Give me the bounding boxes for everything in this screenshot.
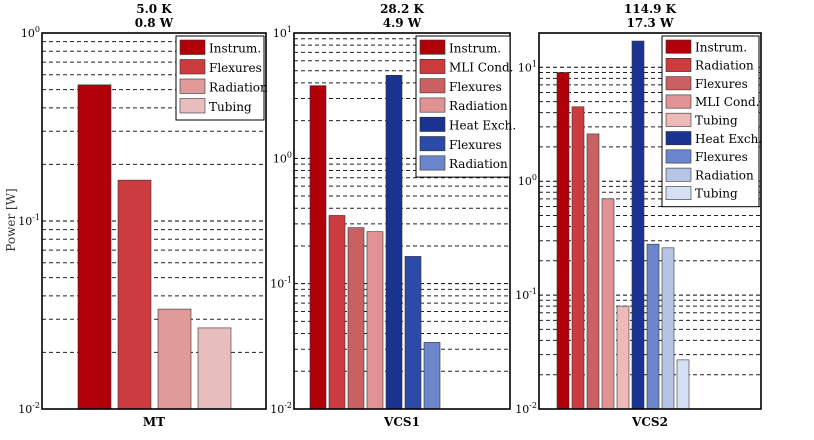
legend-swatch	[179, 78, 206, 94]
panel-title: 5.0 K	[136, 2, 172, 16]
bar-2	[571, 106, 585, 410]
bar-3	[157, 308, 192, 410]
legend-label: Tubing	[695, 187, 738, 201]
bar-6	[631, 40, 645, 410]
legend-label: Radiation	[449, 157, 508, 171]
legend-swatch	[665, 112, 692, 127]
y-tick-label: 10-2	[270, 401, 292, 416]
y-tick-label: 10-1	[515, 287, 537, 302]
legend: Instrum. Flexures Radiation Tubing	[175, 35, 268, 121]
y-tick-label: 100	[518, 173, 537, 188]
bar-5	[385, 74, 403, 410]
legend-label: Flexures	[695, 77, 748, 91]
legend-label: MLI Cond.	[449, 61, 513, 75]
legend-label: Heat Exch.	[449, 119, 516, 133]
legend-swatch	[179, 98, 206, 114]
legend: Instrum. MLI Cond. Flexures Radiation Heat E…	[415, 35, 516, 178]
panel-title: 28.2 K	[380, 2, 424, 16]
y-tick-label: 10-1	[270, 276, 292, 291]
legend-swatch	[419, 97, 446, 113]
panel-vcs1: 10-2 10-1 100 101 28.2 K4.9 W VCS1 Instrum. MLI…	[270, 2, 516, 429]
legend-swatch	[419, 116, 446, 132]
bar-3	[586, 133, 600, 410]
y-tick-label: 10-2	[515, 401, 537, 416]
y-tick-label: 10-2	[18, 401, 40, 416]
legend-label: Radiation	[209, 81, 268, 95]
bar-8	[661, 247, 675, 410]
panel-title: 17.3 W	[627, 16, 674, 30]
legend-swatch	[665, 57, 692, 72]
bar-9	[676, 359, 690, 410]
bar-4	[366, 231, 384, 410]
legend-swatch	[665, 94, 692, 109]
bar-7	[423, 342, 441, 410]
legend-label: Radiation	[695, 168, 754, 182]
legend-swatch	[665, 76, 692, 91]
bar-2	[117, 179, 152, 410]
x-axis-label: VCS2	[631, 415, 668, 429]
bar-1	[556, 72, 570, 410]
legend-swatch	[419, 58, 446, 74]
panel-vcs2: 10-2 10-1 100 101 114.9 K17.3 W VCS2 Instrum. R…	[515, 2, 762, 429]
legend: Instrum. Radiation Flexures MLI Cond. Tubing…	[661, 35, 762, 208]
x-axis-label: MT	[143, 415, 165, 429]
bar-1	[77, 84, 112, 410]
legend-swatch	[419, 155, 446, 171]
legend-label: Tubing	[695, 114, 738, 128]
bar-4	[601, 198, 615, 410]
legend-swatch	[419, 39, 446, 55]
legend-label: Heat Exch.	[695, 132, 762, 146]
x-axis-label: VCS1	[383, 415, 420, 429]
bar-7	[646, 243, 660, 410]
bar-6	[404, 256, 422, 410]
bar-2	[328, 215, 346, 410]
y-axis-label: Power [W]	[4, 188, 18, 251]
legend-label: Instrum.	[449, 41, 501, 55]
panel-title: 4.9 W	[383, 16, 422, 30]
panel-mt: 10-2 10-1 100 5.0 K0.8 W MT Instrum. Flexures R…	[18, 2, 268, 429]
y-tick-label: 101	[518, 59, 537, 74]
y-tick-label: 100	[21, 25, 40, 40]
legend-swatch	[665, 186, 692, 200]
legend-swatch	[665, 167, 692, 182]
bar-3	[347, 227, 365, 410]
panel-title: 0.8 W	[135, 16, 174, 30]
legend-swatch	[665, 39, 692, 54]
axes-frame	[538, 32, 762, 410]
legend-label: MLI Cond.	[695, 95, 759, 109]
axes-frame	[41, 32, 267, 410]
bar-4	[197, 327, 232, 410]
y-tick-label: 10-1	[18, 213, 40, 228]
legend-label: Instrum.	[209, 42, 261, 56]
axes-frame	[293, 32, 511, 410]
legend-swatch	[665, 149, 692, 164]
y-tick-label: 100	[273, 150, 292, 165]
panel-title: 114.9 K	[624, 2, 677, 16]
legend-label: Radiation	[449, 99, 508, 113]
legend-label: Flexures	[695, 150, 748, 164]
bar-1	[309, 85, 327, 410]
legend-label: Flexures	[209, 61, 262, 75]
y-tick-label: 101	[273, 25, 292, 40]
legend-swatch	[179, 39, 206, 55]
bar-5	[616, 305, 630, 410]
legend-label: Tubing	[209, 100, 252, 114]
legend-swatch	[419, 136, 446, 152]
legend-label: Flexures	[449, 80, 502, 94]
legend-swatch	[665, 131, 692, 146]
legend-swatch	[419, 78, 446, 94]
legend-label: Instrum.	[695, 40, 747, 54]
legend-swatch	[179, 59, 206, 75]
legend-label: Radiation	[695, 59, 754, 73]
legend-label: Flexures	[449, 138, 502, 152]
